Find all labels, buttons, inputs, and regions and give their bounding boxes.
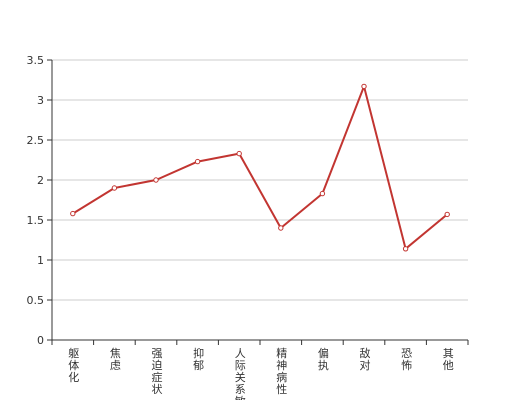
data-point bbox=[194, 158, 201, 165]
data-point bbox=[70, 210, 76, 217]
y-tick-label: 1.5 bbox=[27, 214, 45, 227]
y-tick-label: 1 bbox=[37, 254, 44, 267]
data-point bbox=[319, 190, 326, 197]
x-category-label: 抑郁 bbox=[193, 346, 204, 372]
data-point bbox=[153, 177, 159, 183]
data-point bbox=[361, 83, 367, 90]
x-category-label: 人际关系敏感 bbox=[235, 347, 246, 400]
data-point bbox=[236, 150, 242, 157]
y-tick-label: 3 bbox=[37, 94, 44, 107]
y-tick-label: 2.5 bbox=[27, 134, 45, 147]
data-point bbox=[402, 246, 409, 252]
x-category-label: 偏执 bbox=[318, 346, 329, 372]
x-axis: 躯体化 焦虑 强迫症状 抑郁 人际关系敏感 精神病性 偏执 敌对 恐怖 其他 bbox=[51, 339, 469, 400]
y-tick-label: 3.5 bbox=[27, 54, 45, 67]
y-tick-label: 2 bbox=[37, 174, 44, 187]
x-category-label: 恐怖 bbox=[401, 347, 412, 372]
x-category-label: 精神病性 bbox=[276, 347, 287, 396]
series-line bbox=[70, 83, 450, 252]
data-point bbox=[111, 185, 118, 191]
series-polyline bbox=[72, 85, 448, 250]
y-tick-label: 0.5 bbox=[27, 294, 45, 307]
data-point bbox=[278, 225, 284, 231]
x-category-label: 躯体化 bbox=[68, 347, 79, 384]
data-point bbox=[444, 211, 450, 218]
x-category-label: 敌对 bbox=[360, 346, 371, 372]
x-category-label: 强迫症状 bbox=[152, 347, 163, 396]
x-category-label: 焦虑 bbox=[110, 347, 121, 372]
y-tick-label: 0 bbox=[37, 334, 44, 347]
x-category-label: 其他 bbox=[443, 347, 454, 372]
grid-lines bbox=[52, 59, 468, 301]
y-axis: 0 0.5 1 1.5 2 2.5 3 3.5 bbox=[27, 54, 53, 347]
